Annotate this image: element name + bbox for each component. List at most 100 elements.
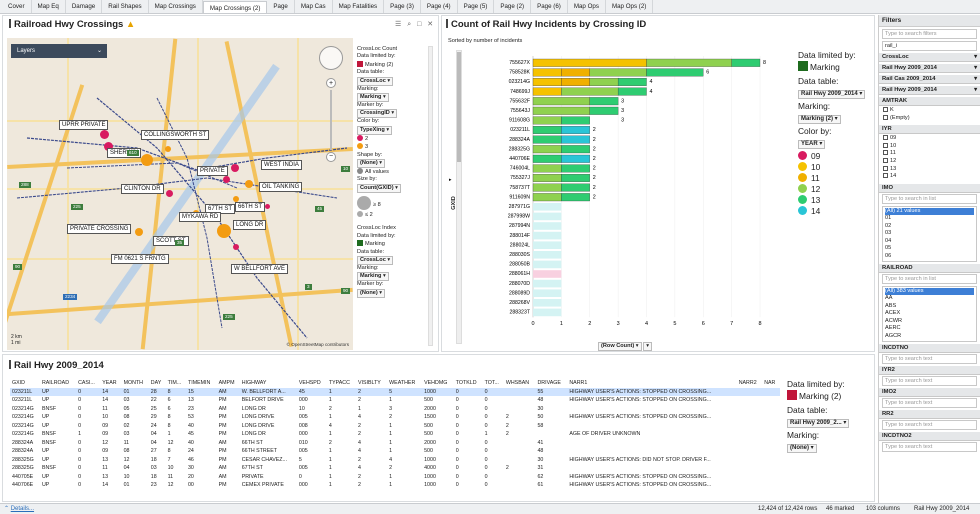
filter-iyr[interactable]: IYR — [879, 125, 980, 135]
details-link[interactable]: ⌃ Details... — [4, 506, 35, 512]
incdtno2-input[interactable]: Type to search text — [882, 441, 977, 452]
collapse-icon[interactable]: ▾ — [974, 54, 977, 60]
shape-by-dropdown[interactable]: (None) ▾ — [357, 159, 386, 169]
bar-segment[interactable] — [532, 106, 590, 115]
color-by-dropdown[interactable]: YEAR ▾ — [798, 140, 826, 149]
bar-segment[interactable] — [589, 97, 619, 106]
bar-segment[interactable] — [561, 135, 590, 144]
bar-segment-unmarked[interactable] — [533, 289, 562, 297]
incdtno-input[interactable]: Type to search text — [882, 353, 977, 364]
column-header[interactable]: DRIVAGE — [537, 380, 561, 387]
filter-checkbox[interactable]: 11 — [883, 150, 976, 158]
table-row[interactable]: 288324A BNSF 0 12 11 04 12 40 AM 66TH ST 010 2 4 1 200… — [10, 439, 780, 448]
bar-segment[interactable] — [561, 145, 590, 154]
chart-vscroll[interactable] — [456, 50, 462, 344]
zoom-out-icon[interactable]: − — [326, 152, 336, 162]
list-item[interactable]: AERC — [885, 325, 901, 332]
filter-scope[interactable]: rail_i — [882, 41, 977, 51]
list-item[interactable]: (All) 383 values — [885, 287, 974, 296]
crossing-marker[interactable] — [265, 204, 270, 209]
bar-segment[interactable] — [561, 116, 590, 125]
crossing-marker[interactable] — [217, 224, 231, 238]
year-legend-item[interactable]: 10 — [798, 162, 874, 173]
map-canvas[interactable]: UPRR PRIVATE COLLINGSWORTH ST SHERWIN WEST … — [7, 38, 353, 350]
bar-segment[interactable] — [532, 78, 562, 86]
list-item[interactable]: 06 — [885, 252, 892, 259]
crossing-marker[interactable] — [233, 196, 239, 202]
crossing-marker[interactable] — [233, 244, 239, 250]
column-header[interactable]: CASI... — [78, 380, 95, 387]
column-header[interactable]: TOT... — [484, 380, 499, 387]
filter-table-group[interactable]: Rail Hwy 2009_2014 ▾ — [879, 86, 980, 95]
legend-scrollbar[interactable] — [428, 46, 433, 346]
column-header[interactable]: YEAR — [102, 380, 117, 387]
collapse-icon[interactable]: ▾ — [974, 65, 977, 71]
column-header[interactable]: TOTKLD — [455, 380, 477, 387]
bar-segment-unmarked[interactable] — [533, 203, 562, 211]
bar-segment[interactable] — [532, 154, 562, 163]
size-by-dropdown[interactable]: Count(GXID) ▾ — [357, 183, 401, 193]
bar-segment[interactable] — [532, 145, 562, 154]
bar-segment[interactable] — [561, 174, 590, 182]
bar-segment[interactable] — [532, 126, 562, 134]
column-header[interactable]: WEATHER — [389, 380, 416, 387]
column-header[interactable]: VEHSPD — [298, 380, 321, 387]
bar-segment[interactable] — [589, 106, 619, 115]
crossing-marker[interactable] — [165, 146, 171, 152]
tab-page[interactable]: Page — [267, 0, 295, 13]
column-header[interactable]: MONTH — [123, 380, 144, 387]
x-axis-selector[interactable]: (Row Count) ▾ ▾ — [598, 342, 652, 351]
filter-iyr2[interactable]: IYR2 — [879, 365, 980, 375]
bar-segment-unmarked[interactable] — [533, 270, 562, 278]
tab-page-2-[interactable]: Page (2) — [494, 0, 532, 13]
bar-segment[interactable] — [617, 87, 647, 96]
filter-rr2[interactable]: RR2 — [879, 409, 980, 419]
tab-page-3-[interactable]: Page (3) — [384, 0, 421, 13]
bar-segment[interactable] — [561, 193, 590, 202]
column-header[interactable]: VISIBLTY — [357, 380, 381, 387]
bar-segment[interactable] — [646, 68, 704, 77]
table-row[interactable]: 440706E UP 0 14 01 23 12 00 PM CEMEX PRIVATE 000 1 2… — [10, 481, 780, 490]
list-item[interactable]: AGCR — [885, 332, 902, 339]
table-row[interactable]: 288324A UP 0 09 08 27 8 24 PM 66TH STREET 005 1 4 1 50… — [10, 447, 780, 456]
crossing-marker[interactable] — [104, 142, 113, 151]
bar-segment[interactable] — [532, 174, 562, 182]
crossing-marker[interactable] — [245, 180, 253, 188]
railroad-search-input[interactable]: Type to search in list — [882, 273, 977, 284]
bar-segment-unmarked[interactable] — [533, 231, 562, 240]
zoom-slider[interactable] — [330, 90, 332, 150]
data-table-dropdown[interactable]: Rail Hwy 2009_2014 ▾ — [798, 90, 866, 99]
bar-segment-unmarked[interactable] — [533, 308, 562, 317]
bar-segment[interactable] — [532, 164, 562, 173]
list-item[interactable]: (All) 21 values — [885, 207, 974, 216]
list-item[interactable]: 04 — [885, 237, 892, 244]
bar-segment[interactable] — [561, 78, 590, 86]
color-by-dropdown[interactable]: TypeXing ▾ — [357, 125, 393, 135]
filter-table-group[interactable]: Rail Hwy 2009_2014 ▾ — [879, 64, 980, 73]
tab-page-4-[interactable]: Page (4) — [421, 0, 458, 13]
filter-railroad[interactable]: RAILROAD — [879, 263, 980, 273]
column-header[interactable]: NARR1 — [569, 380, 588, 387]
column-header[interactable]: DAY — [150, 380, 162, 387]
column-header[interactable]: AMPM — [218, 380, 235, 387]
bar-segment-unmarked[interactable] — [533, 299, 562, 307]
tab-map-crossings-2-[interactable]: Map Crossings (2) — [202, 1, 268, 13]
table-row[interactable]: 440705E UP 0 13 10 18 11 20 AM PRIVATE 0 1 2 1 1000 0 0 6… — [10, 473, 780, 482]
filter-checkbox[interactable]: 10 — [883, 142, 976, 151]
bar-segment-unmarked[interactable] — [533, 279, 562, 288]
column-header[interactable]: HIGHWAY — [241, 380, 267, 387]
table-row[interactable]: 023214G UP 0 09 02 24 8 40 PM LONG DRIVE 008 4 2 1 500… — [10, 422, 780, 431]
bar-segment[interactable] — [561, 68, 590, 77]
bar-segment[interactable] — [617, 78, 647, 86]
bar-segment[interactable] — [646, 58, 732, 67]
year-legend-item[interactable]: 11 — [798, 173, 874, 184]
column-header[interactable]: VEHDMG — [424, 380, 448, 387]
crossing-marker[interactable] — [100, 130, 109, 139]
bar-segment-unmarked[interactable] — [533, 241, 562, 249]
zoom-in-icon[interactable]: + — [326, 78, 336, 88]
pan-control[interactable] — [319, 46, 343, 70]
bar-segment[interactable] — [532, 193, 562, 202]
table-row[interactable]: 288325G BNSF 0 11 04 03 10 30 AM 67TH ST 005 1 4 2 400… — [10, 464, 780, 473]
crossing-marker[interactable] — [141, 154, 153, 166]
list-item[interactable]: ACWR — [885, 317, 903, 324]
